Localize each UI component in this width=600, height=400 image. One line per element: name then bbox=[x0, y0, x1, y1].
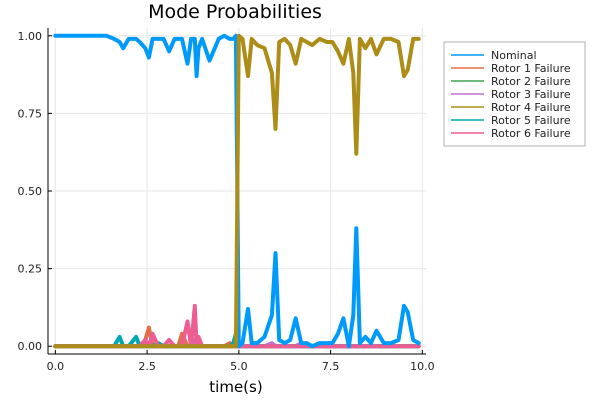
legend-label-rotor-6-failure: Rotor 6 Failure bbox=[491, 127, 571, 140]
x-axis-label: time(s) bbox=[209, 378, 262, 396]
legend-label-nominal: Nominal bbox=[491, 49, 537, 62]
y-tick-label: 1.00 bbox=[18, 30, 43, 43]
x-tick-label: 2.5 bbox=[138, 360, 156, 373]
legend-label-rotor-4-failure: Rotor 4 Failure bbox=[491, 101, 571, 114]
series-line-rotor-6-failure bbox=[53, 303, 421, 349]
series-line-nominal bbox=[53, 33, 421, 349]
series-line-rotor-4-failure bbox=[53, 33, 421, 349]
legend-label-rotor-1-failure: Rotor 1 Failure bbox=[491, 62, 571, 75]
legend-label-rotor-3-failure: Rotor 3 Failure bbox=[491, 88, 571, 101]
y-tick-label: 0.25 bbox=[18, 263, 43, 276]
series-lines bbox=[53, 33, 421, 349]
x-tick-label: 7.5 bbox=[322, 360, 340, 373]
y-tick-label: 0.50 bbox=[18, 185, 43, 198]
chart-title: Mode Probabilities bbox=[148, 1, 322, 23]
y-tick-label: 0.00 bbox=[18, 340, 43, 353]
legend-label-rotor-2-failure: Rotor 2 Failure bbox=[491, 75, 571, 88]
y-tick-label: 0.75 bbox=[18, 107, 43, 120]
x-tick-label: 0.0 bbox=[47, 360, 65, 373]
tick-labels: 0.0 2.5 5.0 7.5 10.0 0.00 0.25 0.50 0.75 1.00 bbox=[18, 30, 435, 373]
x-tick-label: 10.0 bbox=[410, 360, 435, 373]
legend-label-rotor-5-failure: Rotor 5 Failure bbox=[491, 114, 571, 127]
x-tick-label: 5.0 bbox=[230, 360, 248, 373]
